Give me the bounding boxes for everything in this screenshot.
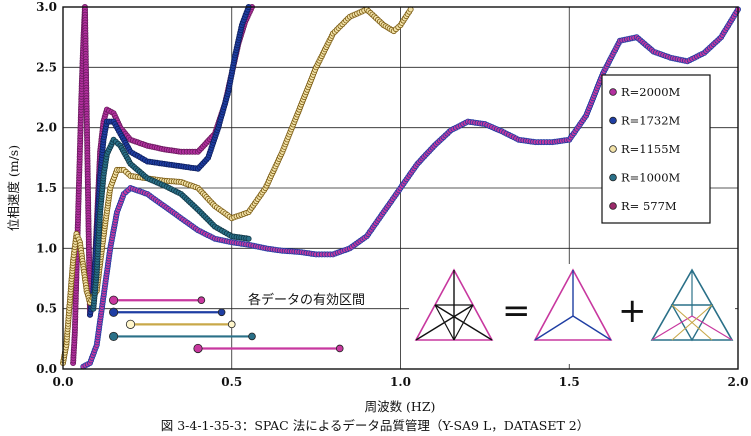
equals-symbol: =	[502, 291, 531, 331]
legend-item-4: R=1000M	[609, 171, 681, 185]
y-tick-label: 2.5	[36, 60, 57, 74]
valid-range-1	[109, 295, 206, 305]
valid-range-annotation: 各データの有効区間	[248, 292, 365, 308]
triangle-large-array-icon	[533, 268, 613, 341]
x-tick-label: 0.5	[221, 375, 242, 389]
valid-range-end	[335, 344, 344, 353]
valid-range-5	[193, 343, 344, 354]
legend-item-3: R=1155M	[609, 142, 681, 156]
y-tick-label: 3.0	[36, 0, 57, 14]
valid-range-end	[217, 308, 226, 317]
plot-frame	[62, 6, 739, 370]
valid-range-start	[125, 319, 136, 329]
valid-range-start	[109, 295, 119, 305]
legend-label: R=1155M	[621, 142, 681, 156]
tick-labels: 0.0 0.5 1.0 1.5 2.0 0.0 0.5 1.0 1.5 2.0 2.5 3.0	[36, 0, 748, 389]
y-axis-label: 位相速度 (m/s)	[6, 145, 21, 231]
legend-marker	[609, 202, 617, 210]
y-tick-label: 1.5	[36, 181, 57, 195]
series-4	[90, 136, 252, 312]
inset-background	[409, 264, 735, 364]
legend-box	[601, 74, 711, 224]
valid-range-3	[125, 319, 236, 329]
triangle-small-array-icon	[650, 268, 734, 342]
triangle-full-array-icon	[414, 268, 494, 341]
legend-label: R=1000M	[621, 171, 681, 185]
legend-marker	[609, 88, 617, 96]
valid-range-start	[109, 331, 119, 342]
x-tick-label: 1.5	[559, 375, 580, 389]
y-tick-label: 1.0	[36, 241, 57, 255]
plus-symbol: +	[618, 291, 647, 331]
legend-marker	[609, 145, 617, 153]
legend-marker	[609, 116, 617, 125]
legend-item-2: R=1732M	[609, 114, 681, 128]
valid-range-start	[109, 307, 119, 317]
valid-range-layer	[109, 295, 344, 354]
legend: R=2000M R=1732M R=1155M R=1000M R= 577M	[601, 74, 711, 224]
series-layer	[60, 4, 742, 370]
valid-range-2	[109, 307, 226, 317]
legend-label: R=1732M	[621, 114, 681, 128]
valid-range-start	[193, 343, 203, 354]
legend-label: R= 577M	[621, 199, 677, 213]
legend-item-1: R=2000M	[609, 85, 681, 99]
valid-range-end	[248, 332, 256, 341]
data-point	[245, 235, 252, 242]
y-tick-label: 2.0	[36, 121, 57, 135]
x-tick-label: 1.0	[390, 375, 411, 389]
x-tick-label: 0.0	[53, 375, 74, 389]
legend-item-5: R= 577M	[609, 199, 677, 213]
triangle-inset: = +	[409, 264, 735, 364]
legend-label: R=2000M	[621, 85, 681, 99]
y-tick-label: 0.5	[36, 302, 57, 316]
x-axis-label: 周波数 (HZ)	[365, 399, 436, 414]
figure-caption: 図 3-4-1-35-3：SPAC 法によるデータ品質管理（Y-SA9 L，DA…	[161, 418, 590, 433]
valid-range-4	[109, 331, 256, 342]
valid-range-end	[197, 296, 206, 305]
x-tick-label: 2.0	[728, 375, 749, 389]
legend-marker	[609, 173, 617, 182]
y-tick-label: 0.0	[36, 362, 57, 376]
valid-range-end	[227, 320, 236, 329]
